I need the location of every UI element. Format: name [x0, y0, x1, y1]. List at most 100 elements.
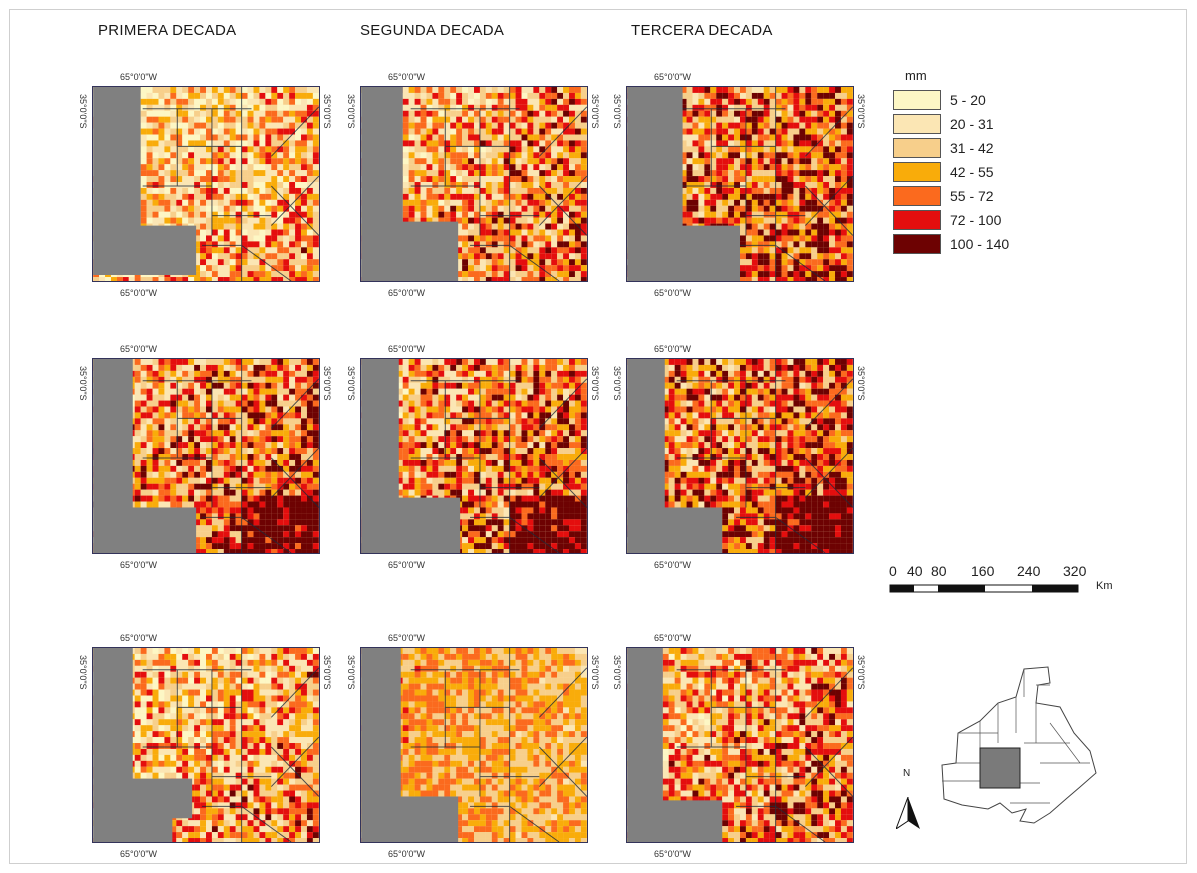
longitude-label-bottom: 65°0'0"W: [654, 849, 692, 859]
legend-label: 31 - 42: [950, 140, 994, 156]
column-title-tercera: TERCERA DECADA: [631, 22, 773, 39]
longitude-label-bottom: 65°0'0"W: [654, 288, 692, 298]
scale-bar-label: 80: [931, 563, 947, 579]
latitude-label-right: 35°0'0"S: [322, 94, 332, 129]
masked-area: [93, 359, 197, 553]
legend-class-4: 55 - 72: [893, 185, 1009, 207]
longitude-label-top: 65°0'0"W: [120, 72, 158, 82]
scale-bar-unit: Km: [1096, 580, 1113, 592]
latitude-label-right: 35°0'0"S: [322, 655, 332, 690]
longitude-label-bottom: 65°0'0"W: [388, 288, 426, 298]
scale-bar-label: 240: [1017, 563, 1041, 579]
north-arrow-letter: N: [903, 768, 911, 779]
latitude-label-left: 35°0'0"S: [612, 366, 622, 401]
legend-class-6: 100 - 140: [893, 233, 1009, 255]
map-panel-r1-c1: 65°0'0"W 65°0'0"W 35°0'0"S 35°0'0"S: [78, 72, 332, 298]
map-panel-r2-c3: 65°0'0"W 65°0'0"W 35°0'0"S 35°0'0"S: [612, 344, 866, 570]
scale-bar-label: 160: [971, 563, 995, 579]
precipitation-raster: [626, 86, 854, 282]
legend-swatch: [893, 138, 941, 158]
longitude-label-bottom: 65°0'0"W: [120, 560, 158, 570]
map-panel-r2-c1: 65°0'0"W 65°0'0"W 35°0'0"S 35°0'0"S: [78, 344, 332, 570]
legend-swatch: [893, 234, 941, 254]
legend-class-0: 5 - 20: [893, 89, 1009, 111]
latitude-label-right: 35°0'0"S: [322, 366, 332, 401]
latitude-label-right: 35°0'0"S: [590, 655, 600, 690]
latitude-label-left: 35°0'0"S: [346, 366, 356, 401]
latitude-label-left: 35°0'0"S: [346, 94, 356, 129]
scale-bar-label: 40: [907, 563, 923, 579]
masked-area: [361, 359, 461, 553]
legend-swatch: [893, 162, 941, 182]
longitude-label-top: 65°0'0"W: [654, 72, 692, 82]
legend-label: 55 - 72: [950, 188, 994, 204]
legend-swatch: [893, 90, 941, 110]
map-panel-r1-c2: 65°0'0"W 65°0'0"W 35°0'0"S 35°0'0"S: [346, 72, 600, 298]
longitude-label-top: 65°0'0"W: [388, 344, 426, 354]
precipitation-raster: [92, 647, 320, 843]
longitude-label-top: 65°0'0"W: [654, 633, 692, 643]
legend-swatch: [893, 114, 941, 134]
masked-area: [93, 648, 193, 842]
longitude-label-bottom: 65°0'0"W: [388, 560, 426, 570]
longitude-label-bottom: 65°0'0"W: [120, 288, 158, 298]
precipitation-raster: [360, 358, 588, 554]
precipitation-raster: [360, 86, 588, 282]
latitude-label-left: 35°0'0"S: [612, 94, 622, 129]
latitude-label-right: 35°0'0"S: [856, 366, 866, 401]
scale-bar-label: 0: [889, 563, 897, 579]
legend-swatch: [893, 186, 941, 206]
legend-class-3: 42 - 55: [893, 161, 1009, 183]
longitude-label-top: 65°0'0"W: [120, 633, 158, 643]
longitude-label-bottom: 65°0'0"W: [654, 560, 692, 570]
legend-label: 72 - 100: [950, 212, 1002, 228]
legend-class-1: 20 - 31: [893, 113, 1009, 135]
figure-frame: [9, 9, 1187, 864]
latitude-label-left: 35°0'0"S: [612, 655, 622, 690]
precipitation-raster: [92, 358, 320, 554]
legend-label: 100 - 140: [950, 236, 1010, 252]
masked-area: [627, 648, 723, 842]
legend-class-2: 31 - 42: [893, 137, 1009, 159]
column-title-segunda: SEGUNDA DECADA: [360, 22, 505, 39]
latitude-label-left: 35°0'0"S: [78, 655, 88, 690]
scale-bar: 0 40 80 160 240 320: [889, 563, 1086, 599]
scale-bar-label: 320: [1063, 563, 1087, 579]
map-panel-r2-c2: 65°0'0"W 65°0'0"W 35°0'0"S 35°0'0"S: [346, 344, 600, 570]
masked-area: [361, 87, 459, 281]
map-panel-r3-c1: 65°0'0"W 65°0'0"W 35°0'0"S 35°0'0"S: [78, 633, 332, 859]
legend-label: 5 - 20: [950, 92, 986, 108]
latitude-label-right: 35°0'0"S: [856, 94, 866, 129]
legend-title: mm: [905, 68, 927, 83]
precipitation-raster: [92, 86, 320, 282]
masked-area: [627, 359, 723, 553]
locator-map: [941, 666, 1097, 824]
legend-rows: 5 - 20 20 - 31 31 - 42 42 - 55 55 - 72 72 - 1…: [893, 89, 1009, 255]
longitude-label-bottom: 65°0'0"W: [120, 849, 158, 859]
longitude-label-top: 65°0'0"W: [120, 344, 158, 354]
longitude-label-bottom: 65°0'0"W: [388, 849, 426, 859]
latitude-label-right: 35°0'0"S: [590, 94, 600, 129]
precipitation-raster: [626, 358, 854, 554]
masked-area: [627, 87, 740, 281]
masked-area: [93, 87, 197, 276]
scale-bar-graphic: [889, 584, 1079, 593]
precipitation-raster: [360, 647, 588, 843]
north-arrow-icon: [896, 797, 920, 829]
precipitation-raster: [626, 647, 854, 843]
latitude-label-left: 35°0'0"S: [346, 655, 356, 690]
latitude-label-left: 35°0'0"S: [78, 94, 88, 129]
latitude-label-right: 35°0'0"S: [856, 655, 866, 690]
legend-class-5: 72 - 100: [893, 209, 1009, 231]
longitude-label-top: 65°0'0"W: [654, 344, 692, 354]
latitude-label-left: 35°0'0"S: [78, 366, 88, 401]
legend-label: 42 - 55: [950, 164, 994, 180]
column-title-primera: PRIMERA DECADA: [98, 22, 237, 39]
legend-label: 20 - 31: [950, 116, 994, 132]
legend: mm 5 - 20 20 - 31 31 - 42 42 - 55 55 - 72 72 …: [893, 68, 1009, 255]
longitude-label-top: 65°0'0"W: [388, 72, 426, 82]
latitude-label-right: 35°0'0"S: [590, 366, 600, 401]
scale-bar-labels: 0 40 80 160 240 320: [889, 563, 1086, 581]
map-panel-r3-c2: 65°0'0"W 65°0'0"W 35°0'0"S 35°0'0"S: [346, 633, 600, 859]
map-panel-r1-c3: 65°0'0"W 65°0'0"W 35°0'0"S 35°0'0"S: [612, 72, 866, 298]
